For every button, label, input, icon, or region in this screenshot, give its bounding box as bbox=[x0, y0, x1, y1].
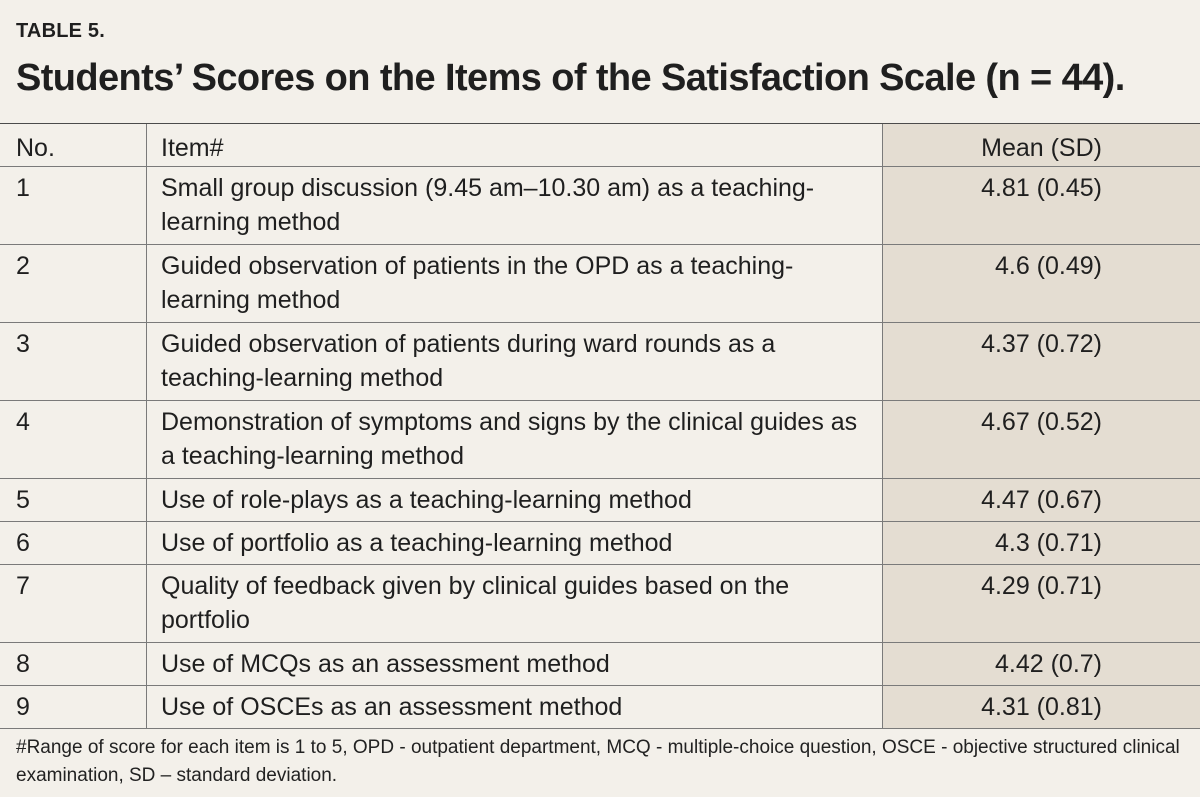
row-number: 2 bbox=[16, 252, 30, 280]
header-item: Item# bbox=[146, 124, 882, 166]
table-header-row: No. Item# Mean (SD) bbox=[0, 124, 1200, 167]
row-item: Demonstration of symptoms and signs by t… bbox=[146, 401, 882, 478]
row-number: 8 bbox=[16, 650, 30, 678]
header-no: No. bbox=[16, 134, 55, 162]
table-row: 2 Guided observation of patients in the … bbox=[0, 245, 1200, 323]
table-row: 8 Use of MCQs as an assessment method 4.… bbox=[0, 643, 1200, 686]
row-mean: 4.67 (0.52) bbox=[882, 401, 1200, 478]
row-mean: 4.3 (0.71) bbox=[882, 522, 1200, 564]
row-number: 9 bbox=[16, 693, 30, 721]
row-item: Guided observation of patients during wa… bbox=[146, 323, 882, 400]
row-number: 3 bbox=[16, 330, 30, 358]
row-mean: 4.47 (0.67) bbox=[882, 479, 1200, 521]
table-row: 6 Use of portfolio as a teaching-learnin… bbox=[0, 522, 1200, 565]
row-item: Quality of feedback given by clinical gu… bbox=[146, 565, 882, 642]
satisfaction-table: No. Item# Mean (SD) 1 Small group discus… bbox=[0, 123, 1200, 729]
row-item: Use of OSCEs as an assessment method bbox=[146, 686, 882, 728]
row-item: Use of portfolio as a teaching-learning … bbox=[146, 522, 882, 564]
header-mean: Mean (SD) bbox=[882, 124, 1200, 166]
row-mean: 4.81 (0.45) bbox=[882, 167, 1200, 244]
table-label: TABLE 5. bbox=[16, 20, 106, 42]
row-mean: 4.6 (0.49) bbox=[882, 245, 1200, 322]
row-number: 7 bbox=[16, 572, 30, 600]
row-mean: 4.29 (0.71) bbox=[882, 565, 1200, 642]
row-number: 5 bbox=[16, 486, 30, 514]
table-row: 9 Use of OSCEs as an assessment method 4… bbox=[0, 686, 1200, 729]
table-footnote: #Range of score for each item is 1 to 5,… bbox=[16, 737, 1180, 786]
table-title: Students’ Scores on the Items of the Sat… bbox=[16, 57, 1125, 99]
table-row: 1 Small group discussion (9.45 am–10.30 … bbox=[0, 167, 1200, 245]
table-row: 5 Use of role-plays as a teaching-learni… bbox=[0, 479, 1200, 522]
row-item: Small group discussion (9.45 am–10.30 am… bbox=[146, 167, 882, 244]
table-row: 4 Demonstration of symptoms and signs by… bbox=[0, 401, 1200, 479]
row-mean: 4.42 (0.7) bbox=[882, 643, 1200, 685]
row-item: Use of MCQs as an assessment method bbox=[146, 643, 882, 685]
table-row: 7 Quality of feedback given by clinical … bbox=[0, 565, 1200, 643]
row-number: 1 bbox=[16, 174, 30, 202]
row-mean: 4.37 (0.72) bbox=[882, 323, 1200, 400]
row-number: 6 bbox=[16, 529, 30, 557]
table-row: 3 Guided observation of patients during … bbox=[0, 323, 1200, 401]
row-mean: 4.31 (0.81) bbox=[882, 686, 1200, 728]
row-item: Use of role-plays as a teaching-learning… bbox=[146, 479, 882, 521]
row-item: Guided observation of patients in the OP… bbox=[146, 245, 882, 322]
row-number: 4 bbox=[16, 408, 30, 436]
